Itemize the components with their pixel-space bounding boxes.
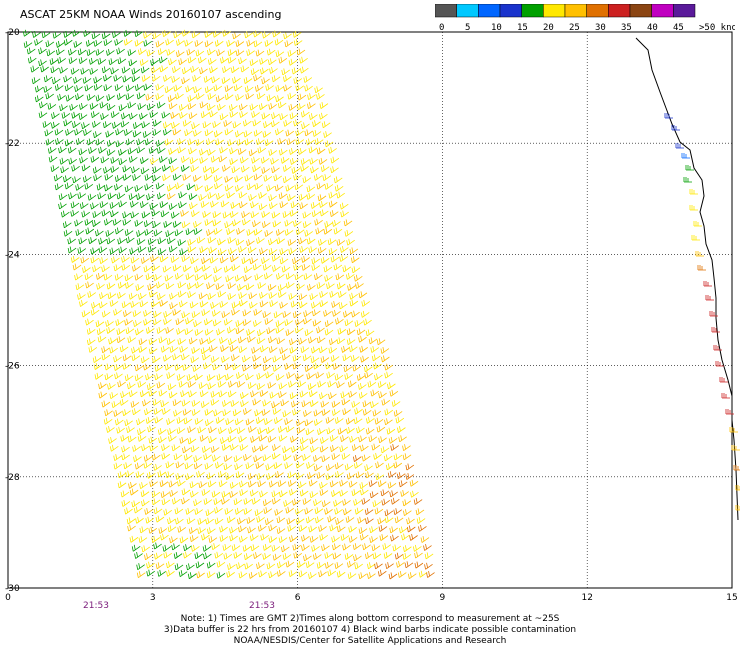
colorbar-label: 10	[491, 23, 502, 33]
x-tick-label: 12	[581, 593, 592, 603]
x-tick-label: 9	[440, 593, 446, 603]
y-tick-label: -20	[5, 28, 20, 38]
colorbar-label: 15	[517, 23, 528, 33]
colorbar-label: 45	[673, 23, 684, 33]
colorbar-label: 25	[569, 23, 580, 33]
time-label: 21:53	[249, 601, 275, 611]
x-tick-label: 0	[5, 593, 11, 603]
colorbar-label: 5	[465, 23, 470, 33]
plot-frame	[7, 31, 733, 589]
note-line-1: Note: 1) Times are GMT 2)Times along bot…	[180, 614, 560, 624]
x-tick-label: 6	[295, 593, 301, 603]
colorbar-label: 20	[543, 23, 554, 33]
notes: Note: 1) Times are GMT 2)Times along bot…	[0, 614, 740, 647]
y-tick-label: -24	[5, 250, 20, 260]
coastline	[635, 37, 739, 521]
time-label: 21:53	[83, 601, 109, 611]
colorbar-label: >50 knots	[699, 23, 735, 33]
x-tick-label: 15	[726, 593, 737, 603]
map-title: ASCAT 25KM NOAA Winds 20160107 ascending	[20, 8, 282, 21]
y-tick-label: -30	[5, 584, 20, 594]
note-line-3: NOAA/NESDIS/Center for Satellite Applica…	[233, 636, 507, 646]
colorbar-swatch	[673, 4, 696, 18]
y-tick-label: -22	[5, 139, 20, 149]
y-tick-label: -26	[5, 362, 20, 372]
note-line-2: 3)Data buffer is 22 hrs from 20160107 4)…	[163, 625, 577, 635]
colorbar-label: 0	[439, 23, 444, 33]
colorbar-label: 40	[647, 23, 658, 33]
x-tick-label: 3	[150, 593, 156, 603]
colorbar-label: 30	[595, 23, 606, 33]
wind-speed-colorbar: 0 5 10 15 20 25 30 35 40 45 >50 knots	[435, 4, 735, 33]
y-tick-label: -28	[5, 473, 20, 483]
colorbar-label: 35	[621, 23, 632, 33]
